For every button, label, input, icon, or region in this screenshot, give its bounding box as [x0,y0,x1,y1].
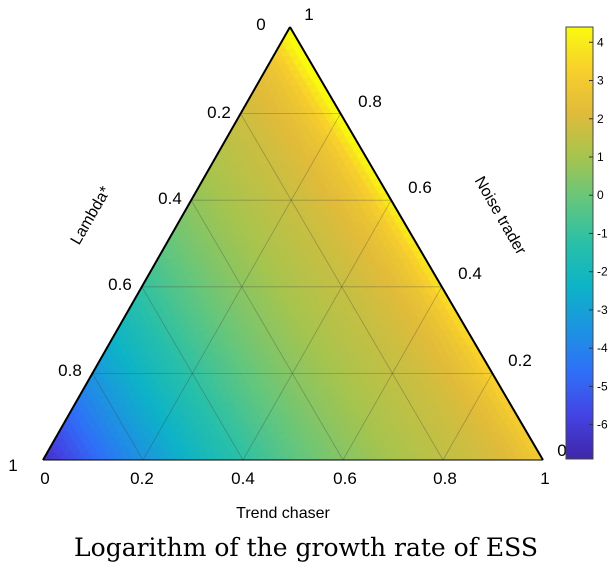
colorbar-tick-label: -1 [597,226,608,240]
right-tick-1: 0.8 [358,92,382,111]
right-tick-0: 1 [304,5,313,24]
plot-area [42,26,544,461]
colorbar-tick-label: 2 [597,112,604,126]
colorbar-tick-label: 3 [597,74,604,88]
bottom-tick-1: 0.2 [130,469,154,488]
right-tick-3: 0.4 [458,264,482,283]
colorbar-gradient [565,26,594,460]
heatmap-fill [43,27,543,460]
left-tick-5: 1 [8,456,17,475]
bottom-tick-4: 0.8 [433,469,457,488]
colorbar-tick-label: -6 [597,418,608,432]
left-tick-1: 0.2 [207,103,231,122]
right-axis-label: Noise trader [471,174,530,259]
bottom-tick-2: 0.4 [231,469,255,488]
left-axis-label: Lambda* [68,184,115,248]
colorbar-tick-label: -2 [597,265,608,279]
left-tick-2: 0.4 [158,189,182,208]
bottom-axis-label: Trend chaser [236,505,330,522]
bottom-tick-3: 0.6 [333,469,357,488]
figure-caption: Logarithm of the growth rate of ESS [74,533,538,562]
right-tick-2: 0.6 [408,178,432,197]
right-tick-5: 0 [557,441,566,460]
colorbar-tick-label: -4 [597,341,608,355]
bottom-tick-0: 0 [40,469,49,488]
right-tick-4: 0.2 [508,351,532,370]
bottom-axis: 0 0.2 0.4 0.6 0.8 1 Trend chaser [40,469,549,522]
bottom-tick-5: 1 [540,469,549,488]
colorbar-tick-label: 4 [597,35,604,49]
left-tick-4: 0.8 [58,361,82,380]
colorbar-tick-label: -5 [597,379,608,393]
colorbar-tick-label: 1 [597,150,604,164]
left-tick-3: 0.6 [108,275,132,294]
colorbar: 4 3 2 1 0 -1 -2 -3 -4 -5 -6 [565,26,608,460]
colorbar-tick-label: 0 [597,188,604,202]
left-tick-0: 0 [256,15,265,34]
colorbar-tick-label: -3 [597,303,608,317]
